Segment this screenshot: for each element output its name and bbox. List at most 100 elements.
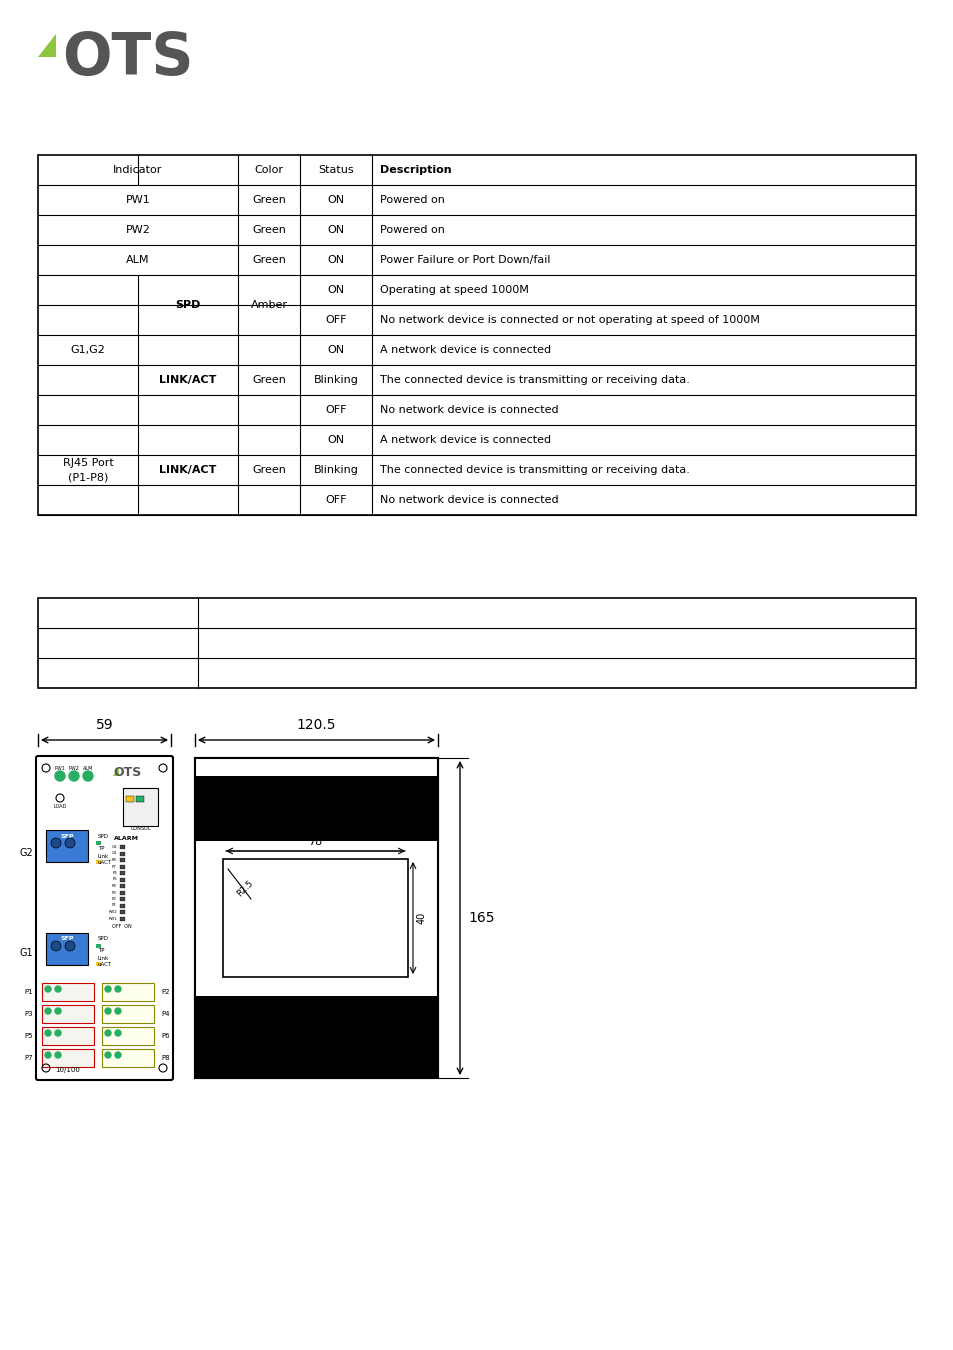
Text: ON: ON	[327, 225, 344, 235]
Text: G1: G1	[112, 852, 117, 856]
Text: G2: G2	[19, 848, 32, 859]
Text: Green: Green	[252, 194, 286, 205]
FancyBboxPatch shape	[36, 756, 172, 1080]
Circle shape	[69, 771, 79, 782]
Text: P8: P8	[112, 859, 117, 863]
Text: 59: 59	[95, 718, 113, 732]
Text: G2: G2	[112, 845, 117, 849]
Circle shape	[45, 1008, 51, 1014]
Text: Green: Green	[252, 375, 286, 385]
Text: PW1: PW1	[126, 194, 151, 205]
Text: Blinking: Blinking	[314, 464, 358, 475]
Text: Indicator: Indicator	[113, 165, 163, 176]
Bar	[120, 910, 125, 914]
Polygon shape	[112, 768, 119, 776]
Circle shape	[55, 1030, 61, 1035]
Text: Green: Green	[252, 464, 286, 475]
Text: ALARM: ALARM	[113, 836, 138, 841]
Text: PW2: PW2	[126, 225, 151, 235]
Text: ON: ON	[327, 255, 344, 265]
Text: uACT: uACT	[98, 963, 112, 968]
Text: The connected device is transmitting or receiving data.: The connected device is transmitting or …	[379, 464, 689, 475]
Text: LOAD: LOAD	[53, 803, 67, 809]
Text: uACT: uACT	[98, 860, 112, 865]
Circle shape	[83, 771, 92, 782]
Circle shape	[51, 941, 61, 950]
Circle shape	[115, 1008, 121, 1014]
Text: 78: 78	[308, 837, 322, 846]
Text: PW2: PW2	[108, 910, 117, 914]
Bar	[102, 1027, 153, 1045]
Bar	[194, 841, 437, 996]
Text: A network device is connected: A network device is connected	[379, 435, 551, 446]
Text: Amber: Amber	[251, 300, 287, 310]
Bar	[120, 917, 125, 921]
Text: ON: ON	[327, 346, 344, 355]
Text: P7: P7	[112, 864, 117, 868]
Bar	[42, 1027, 94, 1045]
Bar	[120, 852, 125, 856]
Circle shape	[55, 771, 65, 782]
Text: P6: P6	[112, 871, 117, 875]
Text: P3: P3	[112, 891, 117, 895]
Text: ALM: ALM	[126, 255, 150, 265]
Circle shape	[105, 986, 111, 992]
Bar	[120, 859, 125, 863]
Text: Link: Link	[98, 853, 110, 859]
Bar	[42, 1049, 94, 1066]
Text: P3: P3	[25, 1011, 33, 1017]
Text: No network device is connected: No network device is connected	[379, 495, 558, 505]
Text: P4: P4	[112, 884, 117, 888]
Bar	[123, 788, 158, 826]
Text: Blinking: Blinking	[314, 375, 358, 385]
Circle shape	[51, 838, 61, 848]
Text: PW1: PW1	[54, 765, 66, 771]
Text: ON: ON	[327, 435, 344, 446]
Text: SPD: SPD	[175, 300, 200, 310]
Bar	[120, 896, 125, 900]
Bar	[194, 757, 437, 776]
Bar	[120, 845, 125, 849]
Text: 120.5: 120.5	[296, 718, 335, 732]
Text: Powered on: Powered on	[379, 225, 444, 235]
Bar	[96, 860, 101, 864]
Text: P5: P5	[25, 1033, 33, 1040]
Text: SFP: SFP	[60, 937, 73, 941]
Text: Color: Color	[254, 165, 283, 176]
Circle shape	[115, 1052, 121, 1058]
Text: OFF: OFF	[325, 495, 346, 505]
Bar	[120, 903, 125, 907]
Polygon shape	[38, 34, 56, 57]
Text: P2: P2	[161, 990, 170, 995]
Bar	[126, 796, 133, 802]
Bar	[102, 983, 153, 1000]
Text: OTS: OTS	[62, 30, 193, 86]
Text: OFF: OFF	[325, 315, 346, 325]
Text: Green: Green	[252, 255, 286, 265]
Text: CONSOL: CONSOL	[131, 825, 152, 830]
Text: ALM: ALM	[83, 765, 93, 771]
Text: Green: Green	[252, 225, 286, 235]
Circle shape	[115, 986, 121, 992]
Text: P7: P7	[25, 1054, 33, 1061]
Text: Description: Description	[379, 165, 451, 176]
Text: Power Failure or Port Down/fail: Power Failure or Port Down/fail	[379, 255, 550, 265]
Bar	[136, 796, 144, 802]
Text: TP: TP	[98, 845, 105, 850]
Circle shape	[105, 1052, 111, 1058]
Text: Link: Link	[98, 956, 110, 960]
Text: 165: 165	[468, 911, 494, 925]
Bar	[38, 155, 915, 514]
Circle shape	[65, 941, 75, 950]
Text: P1: P1	[25, 990, 33, 995]
Circle shape	[55, 1052, 61, 1058]
Text: P2: P2	[112, 896, 117, 900]
Text: The connected device is transmitting or receiving data.: The connected device is transmitting or …	[379, 375, 689, 385]
Text: OFF: OFF	[325, 405, 346, 414]
Bar	[194, 996, 437, 1079]
Text: P4: P4	[161, 1011, 170, 1017]
Text: 10/100: 10/100	[55, 1066, 80, 1073]
Text: SPD: SPD	[98, 833, 109, 838]
Text: A network device is connected: A network device is connected	[379, 346, 551, 355]
Text: PW2: PW2	[69, 765, 79, 771]
